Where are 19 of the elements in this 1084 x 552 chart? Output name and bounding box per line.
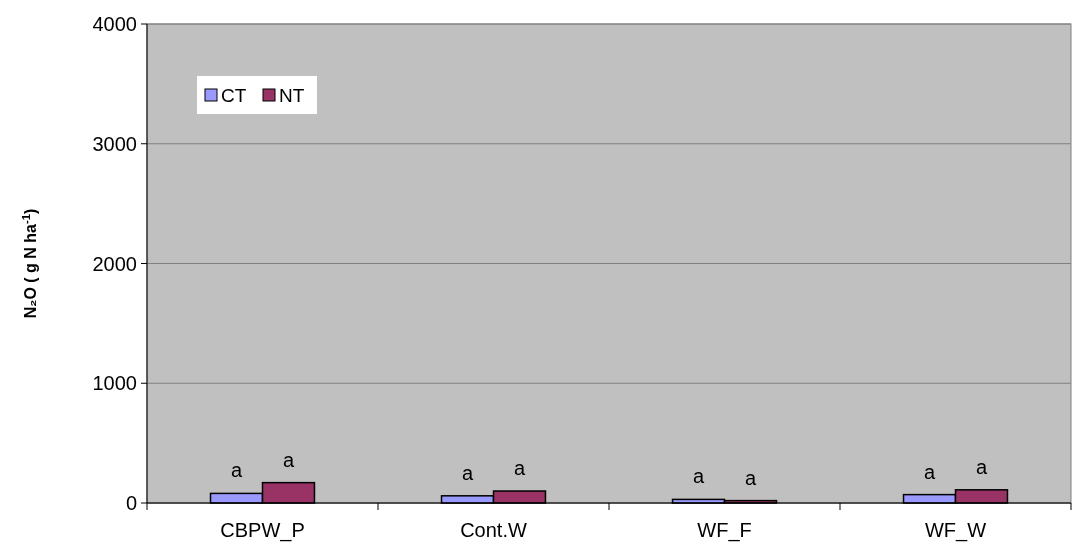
data-label: a [230,459,243,482]
legend-label: CT [221,85,247,106]
data-label: a [282,448,295,471]
data-label: a [923,460,936,483]
y-tick-label: 2000 [92,252,137,275]
y-tick-label: 1000 [92,372,137,395]
data-label: a [975,455,988,478]
x-tick-label: WF_W [924,519,987,542]
y-tick-label: 4000 [92,13,137,35]
x-tick-label: WF_F [697,519,752,542]
x-tick-label: Cont.W [460,519,527,541]
x-tick-label: CBPW_P [220,519,305,542]
data-label: a [692,465,705,488]
data-label: a [461,461,474,484]
y-tick-label: 3000 [92,132,137,155]
data-label: a [513,457,526,480]
legend-label: NT [279,85,305,106]
y-tick-label: 0 [125,492,137,514]
data-label: a [744,466,757,489]
